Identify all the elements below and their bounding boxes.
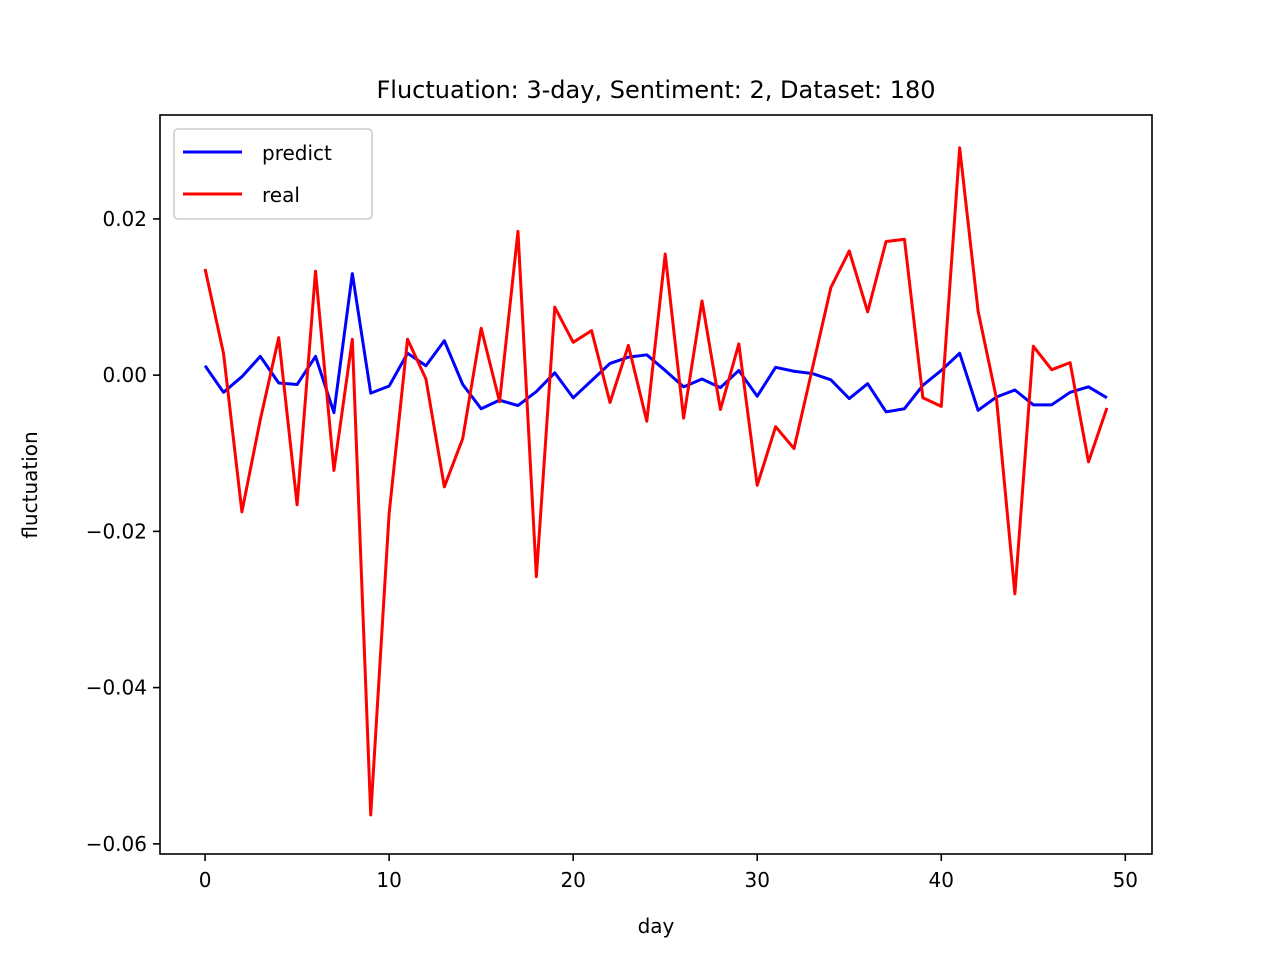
legend-predict-label: predict <box>262 141 332 165</box>
x-axis-label: day <box>638 914 675 938</box>
x-tick-label: 30 <box>744 868 769 892</box>
y-tick-label: 0.02 <box>102 207 147 231</box>
plot-area-frame <box>159 114 1153 855</box>
series-line-predict <box>203 272 1108 415</box>
y-axis: −0.06 −0.04 −0.02 0.00 0.02 <box>86 207 160 856</box>
series-line-real <box>203 146 1109 817</box>
x-tick-label: 0 <box>199 868 212 892</box>
x-tick-label: 20 <box>560 868 585 892</box>
x-tick-label: 40 <box>929 868 954 892</box>
y-tick-label: 0.00 <box>102 363 147 387</box>
legend-real-label: real <box>262 183 300 207</box>
y-tick-label: −0.04 <box>86 676 147 700</box>
chart-title: Fluctuation: 3-day, Sentiment: 2, Datase… <box>376 76 935 104</box>
x-axis: 0 10 20 30 40 50 <box>199 854 1138 892</box>
series-layer <box>203 146 1109 817</box>
x-tick-label: 10 <box>376 868 401 892</box>
y-axis-label: fluctuation <box>18 431 42 538</box>
x-tick-label: 50 <box>1113 868 1138 892</box>
y-tick-label: −0.02 <box>86 519 147 543</box>
legend: predict real <box>173 128 373 220</box>
y-tick-label: −0.06 <box>86 832 147 856</box>
